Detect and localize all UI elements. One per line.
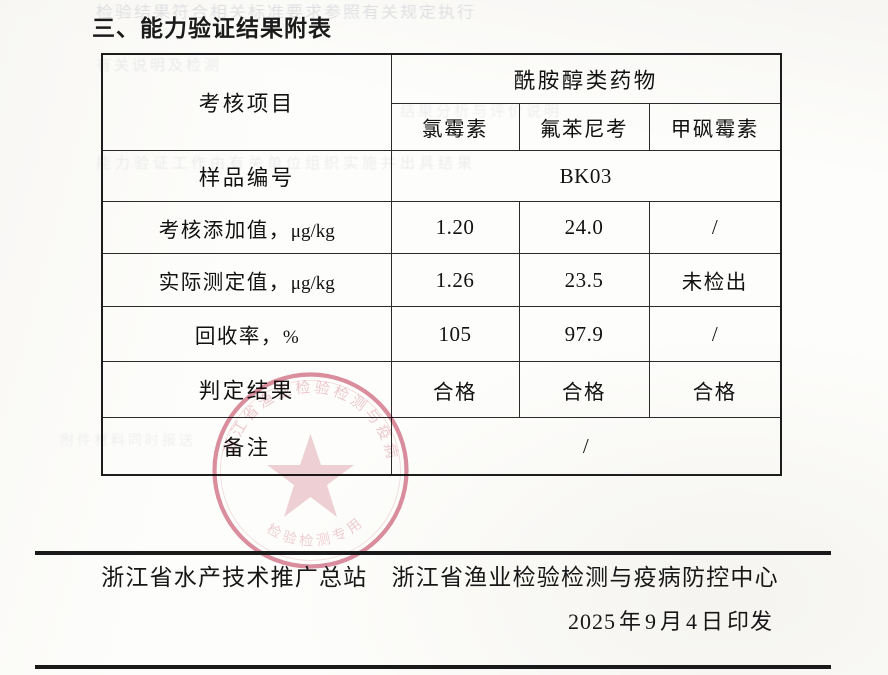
table-row: 考核添加值，μg/kg 1.20 24.0 /	[101, 201, 782, 254]
row-label-sample-number: 样品编号	[101, 150, 392, 202]
table-row: 实际测定值，μg/kg 1.26 23.5 未检出	[101, 253, 782, 307]
row-label-spiked-value: 考核添加值，μg/kg	[101, 201, 392, 254]
issue-year: 2025	[567, 609, 616, 634]
table-header-analyte-1: 氯霉素	[390, 103, 520, 151]
issue-day: 4	[685, 609, 698, 634]
row-label-measured-value-unit: μg/kg	[290, 273, 335, 294]
table-row: 备注 /	[101, 417, 782, 476]
issue-suffix: 印发	[726, 609, 773, 634]
row-value-measured-1: 1.26	[390, 253, 520, 307]
section-heading: 三、能力验证结果附表	[92, 15, 332, 41]
issue-day-label: 日	[700, 609, 724, 634]
table-row: 回收率，% 105 97.9 /	[101, 306, 782, 362]
footer-organizations: 浙江省水产技术推广总站 浙江省渔业检验检测与疫病防控中心	[101, 565, 779, 590]
table-header-label: 考核项目	[101, 53, 392, 151]
row-label-remarks: 备注	[101, 417, 392, 476]
row-value-sample-number: BK03	[390, 150, 782, 202]
row-value-recovery-1: 105	[390, 306, 520, 362]
table-header-row-group: 考核项目 酰胺醇类药物	[101, 53, 782, 151]
footer-issue-date: 2025 年 9 月 4 日印发	[35, 604, 831, 636]
row-value-spiked-3: /	[648, 201, 782, 254]
issue-month: 9	[644, 609, 657, 634]
row-value-recovery-3: /	[648, 306, 782, 362]
footer: 浙江省水产技术推广总站 浙江省渔业检验检测与疫病防控中心 2025 年 9 月 4 日印发	[35, 558, 831, 636]
table-header-row-analytes: 氯霉素 氟苯尼考 甲砜霉素	[102, 103, 782, 151]
row-label-spiked-value-text: 考核添加值，	[158, 219, 291, 242]
row-value-spiked-1: 1.20	[390, 201, 520, 254]
table-row: 判定结果 合格 合格 合格	[101, 361, 782, 418]
row-value-measured-3: 未检出	[648, 253, 782, 307]
row-value-measured-2: 23.5	[518, 253, 650, 307]
row-label-recovery-rate: 回收率，%	[101, 306, 392, 362]
table-row: 样品编号 BK03	[101, 150, 782, 202]
row-value-conclusion-3: 合格	[648, 361, 782, 418]
row-value-conclusion-1: 合格	[390, 361, 520, 418]
row-value-remarks: /	[390, 417, 782, 476]
row-label-recovery-rate-text: 回收率，	[194, 326, 283, 348]
table-header-analyte-3: 甲砜霉素	[648, 103, 782, 151]
footer-bottom-rule	[35, 665, 831, 669]
row-label-conclusion: 判定结果	[101, 361, 392, 418]
results-table-container: 考核项目 酰胺醇类药物 氯霉素 氟苯尼考 甲砜霉素 样品编号 BK03 考核添加…	[101, 53, 783, 476]
footer-top-rule	[35, 551, 831, 555]
row-label-spiked-value-unit: μg/kg	[290, 220, 335, 242]
table-header-analyte-2: 氟苯尼考	[518, 103, 650, 151]
capability-verification-results-table: 考核项目 酰胺醇类药物 氯霉素 氟苯尼考 甲砜霉素 样品编号 BK03 考核添加…	[101, 53, 783, 476]
row-value-conclusion-2: 合格	[518, 361, 650, 418]
issue-year-label: 年	[618, 609, 642, 634]
row-value-spiked-2: 24.0	[518, 201, 650, 254]
table-header-analyte-group: 酰胺醇类药物	[390, 53, 782, 104]
issue-month-label: 月	[659, 609, 683, 634]
row-label-measured-value-text: 实际测定值，	[158, 272, 291, 294]
row-label-recovery-rate-unit: %	[282, 327, 299, 348]
row-value-recovery-2: 97.9	[518, 306, 650, 362]
row-label-measured-value: 实际测定值，μg/kg	[101, 253, 392, 307]
